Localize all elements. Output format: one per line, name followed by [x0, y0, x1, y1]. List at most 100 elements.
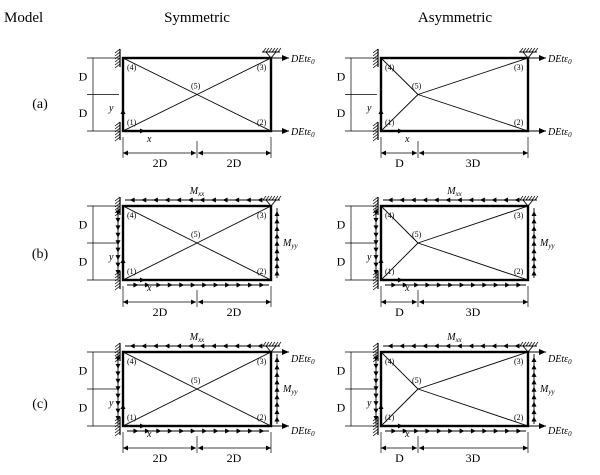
support-wall-bottom-tick [114, 273, 121, 279]
load-right-arrows-head [531, 255, 537, 261]
load-right-arrows-head [274, 263, 280, 269]
support-pin-tick [265, 341, 270, 347]
support-pin-tick [522, 47, 527, 53]
load-top-arrows-head [187, 197, 193, 203]
load-right-arrows-head [531, 416, 537, 422]
load-bottom-arrows-head [516, 282, 522, 288]
load-left-arrows-head [115, 393, 121, 399]
dimension-width: 2D 2D [122, 286, 272, 319]
load-left-arrows-head [115, 262, 121, 268]
load-top-arrows-head [445, 197, 451, 203]
support-wall-bottom-tick [372, 419, 379, 425]
member-3-5 [417, 205, 529, 244]
dimension-width: D 3D [380, 286, 529, 319]
member-1-5 [380, 94, 419, 132]
dimension-height: DD [337, 205, 377, 281]
frame-outline [379, 56, 530, 133]
support-wall-top-tick [114, 60, 121, 66]
load-bottom-arrows-head [414, 282, 420, 288]
support-wall-bottom-tick [114, 130, 121, 136]
load-top-arrows-head [141, 197, 147, 203]
support-wall-top-tick [372, 345, 379, 351]
load-right-arrows-head [531, 210, 537, 216]
member-3-5 [196, 205, 272, 244]
load-top-arrows-head [222, 343, 228, 349]
dimension-width: 2D 2D [122, 432, 272, 465]
load-bottom-arrows-head [133, 282, 139, 288]
support-wall-top-tick [372, 205, 379, 211]
support-pin-tick [528, 195, 533, 201]
load-right-arrows-head [274, 379, 280, 385]
load-top-arrows-head [129, 343, 135, 349]
node-label-5: (5) [412, 82, 422, 91]
dimension-height: DD [79, 205, 119, 281]
label-mxx: Mxx [189, 186, 205, 198]
node-label-1: (1) [127, 267, 137, 276]
load-top-arrows-head [234, 197, 240, 203]
load-top-arrows-head [187, 343, 193, 349]
member-2-5 [196, 94, 272, 132]
member-2-5 [417, 94, 529, 132]
load-bottom-arrows-head [414, 428, 420, 434]
label-myy: Myy [539, 238, 555, 250]
load-right-arrows-head [531, 409, 537, 415]
member-1-5 [380, 242, 419, 281]
load-left-arrows-head [373, 393, 379, 399]
load-right-arrows-head [274, 386, 280, 392]
support-wall-bottom-tick [114, 416, 121, 422]
member-3-5 [417, 351, 529, 390]
axis-y-label: y [108, 252, 114, 263]
dim-width-label-left: D [395, 156, 404, 170]
load-left-arrows-head [373, 401, 379, 407]
support-pin-tick [531, 195, 536, 201]
dim-height-label-bottom: D [79, 106, 88, 120]
support-wall-top-tick [114, 199, 121, 205]
member-4-5 [380, 205, 419, 244]
load-top-arrows-head [176, 343, 182, 349]
load-left-arrows-head [373, 378, 379, 384]
label-myy: Myy [539, 384, 555, 396]
label-strain-bottom: DEtε0 [290, 426, 315, 438]
support-wall-top-tick [372, 63, 379, 69]
load-top-arrows-head [199, 197, 205, 203]
dim-height-label-bottom: D [337, 401, 346, 415]
dim-width-label-left: 2D [153, 305, 168, 319]
dim-height-label-bottom: D [337, 106, 346, 120]
load-right-arrows-head [531, 218, 537, 224]
label-strain-top: DEtε0 [290, 54, 315, 66]
member-2-5 [417, 388, 529, 427]
node-label-2: (2) [514, 118, 524, 127]
support-wall-bottom-tick [114, 124, 121, 130]
support-wall-top-tick [372, 357, 379, 363]
load-bottom-arrows-head [190, 282, 196, 288]
dim-width-label-left: 2D [153, 451, 168, 465]
load-top-arrows-head [502, 343, 508, 349]
load-right-arrows-head [274, 416, 280, 422]
load-bottom-arrows-head [236, 428, 242, 434]
support-pin-tick [271, 47, 276, 53]
dim-height-label-top: D [337, 218, 346, 232]
member-3-5 [196, 351, 272, 390]
support-wall-top-tick [114, 342, 121, 348]
axis-x-label: x [146, 134, 152, 145]
axis-y-label: y [108, 103, 114, 114]
load-left-arrows-head [373, 408, 379, 414]
load-bottom-arrows-head [493, 282, 499, 288]
load-left-arrows-head [373, 217, 379, 223]
load-right-arrows-head [274, 233, 280, 239]
support-wall-bottom [372, 270, 379, 291]
support-wall-top-tick [114, 48, 121, 54]
load-right-arrows-head [274, 210, 280, 216]
load-bottom-arrows-head [156, 428, 162, 434]
coordinate-axes: xy [366, 103, 410, 145]
load-bottom-arrows-head [402, 428, 408, 434]
dim-height-label-top: D [337, 364, 346, 378]
support-wall-top-tick [114, 354, 121, 360]
support-pin-tick [528, 47, 533, 53]
support-pin-tick [274, 341, 279, 347]
support-wall-bottom-tick [372, 273, 379, 279]
